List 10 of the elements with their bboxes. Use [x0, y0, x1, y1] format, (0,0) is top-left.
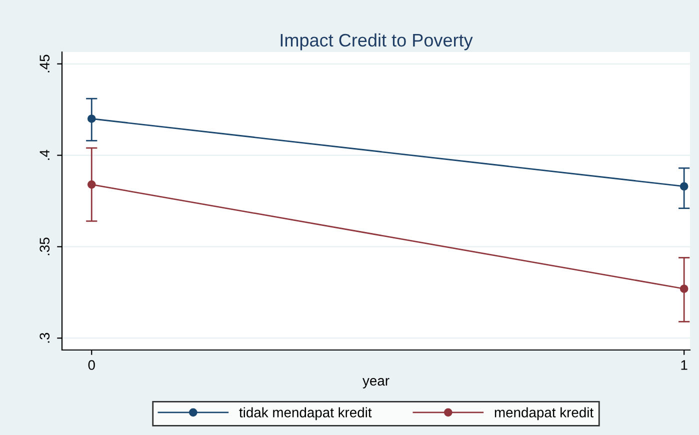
x-axis-title: year: [362, 378, 390, 388]
x-tick-label: 0: [88, 360, 95, 370]
legend-label: mendapat kredit: [494, 407, 594, 420]
chart-title: Impact Credit to Poverty: [280, 33, 473, 50]
y-tick-label: .3: [40, 332, 50, 343]
y-tick-label: .45: [40, 54, 50, 72]
y-tick-label: .4: [40, 150, 50, 160]
legend-label: tidak mendapat kredit: [239, 407, 372, 420]
x-tick-label: 1: [681, 360, 688, 370]
y-tick-label: .35: [40, 238, 50, 256]
